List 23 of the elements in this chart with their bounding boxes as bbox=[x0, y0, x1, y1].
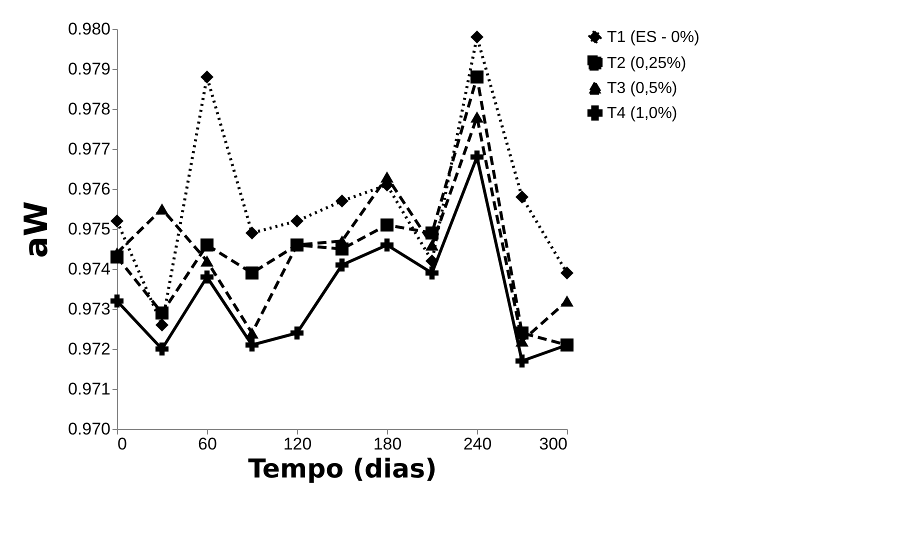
y-tick-label: 0.975 bbox=[68, 220, 110, 238]
legend-label: T1 (ES - 0%) bbox=[607, 29, 700, 46]
x-tick-label: 0 bbox=[118, 434, 127, 454]
y-tick-label: 0.979 bbox=[68, 60, 110, 78]
x-tick-label: 240 bbox=[463, 434, 492, 454]
legend-label: T3 (0,5%) bbox=[607, 80, 678, 97]
x-tick-label: 120 bbox=[283, 434, 312, 454]
y-tick-label: 0.970 bbox=[68, 420, 110, 438]
y-tick-label: 0.973 bbox=[68, 300, 110, 318]
legend-label: T2 (0,25%) bbox=[607, 55, 686, 72]
y-tick-label: 0.980 bbox=[68, 20, 110, 38]
y-tick-label: 0.976 bbox=[68, 180, 110, 198]
x-tick-label: 300 bbox=[539, 434, 568, 454]
legend-label: T4 (1,0%) bbox=[607, 105, 678, 122]
y-tick-label: 0.971 bbox=[68, 380, 110, 398]
y-tick-label: 0.978 bbox=[68, 100, 110, 118]
x-tick-label: 180 bbox=[373, 434, 402, 454]
y-tick-label: 0.974 bbox=[68, 260, 110, 278]
y-axis-title: aW bbox=[16, 201, 55, 258]
y-tick-label: 0.977 bbox=[68, 140, 110, 158]
y-tick-label: 0.972 bbox=[68, 340, 110, 358]
x-tick-label: 60 bbox=[198, 434, 217, 454]
x-axis-title: Tempo (dias) bbox=[248, 454, 437, 484]
